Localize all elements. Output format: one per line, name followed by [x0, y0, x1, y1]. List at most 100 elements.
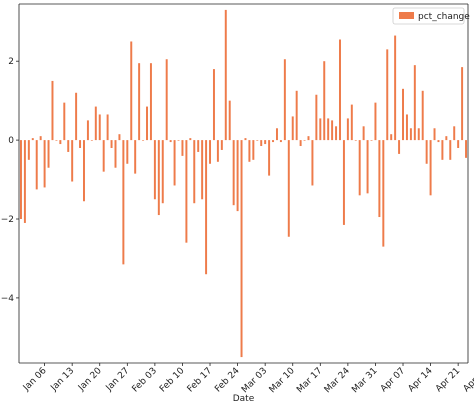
- bar: [201, 140, 204, 200]
- bar: [142, 140, 145, 141]
- bar: [358, 140, 361, 196]
- bar: [63, 102, 66, 141]
- bar: [47, 140, 50, 168]
- bar: [181, 140, 184, 156]
- x-tick-label: Jan 13: [49, 366, 77, 394]
- x-tick-label: Apr 07: [379, 366, 407, 394]
- bar: [260, 140, 263, 147]
- bar: [457, 140, 460, 148]
- bar: [209, 140, 212, 164]
- bar: [205, 140, 208, 275]
- y-tick-label: 0: [8, 136, 14, 146]
- bar: [228, 100, 231, 141]
- legend-label-pct-change: pct_change: [418, 12, 470, 22]
- bar: [79, 140, 82, 148]
- bar: [39, 136, 42, 141]
- bar: [366, 140, 369, 194]
- x-tick-label: Jan 06: [21, 366, 49, 394]
- bar: [370, 140, 373, 141]
- x-tick-label: Jan 20: [76, 366, 104, 394]
- bar: [43, 140, 46, 188]
- bar: [350, 104, 353, 141]
- bar: [173, 140, 176, 186]
- x-tick-label: Mar 31: [350, 366, 379, 395]
- bar: [212, 69, 215, 141]
- bar: [272, 140, 275, 143]
- bar: [248, 140, 251, 162]
- x-tick-label: Feb 10: [158, 366, 187, 395]
- bar: [118, 134, 121, 141]
- x-axis-label: Date: [233, 394, 255, 404]
- bar: [94, 106, 97, 141]
- bar: [71, 140, 74, 182]
- bar: [106, 114, 109, 141]
- bar: [114, 140, 117, 168]
- bar: [421, 90, 424, 141]
- bar: [323, 61, 326, 141]
- bar: [291, 116, 294, 141]
- bar: [67, 140, 70, 152]
- bar: [51, 80, 54, 141]
- bar: [177, 140, 180, 141]
- bar: [331, 120, 334, 141]
- bar: [417, 128, 420, 141]
- y-axis-ticks: −4 −2 0 2: [1, 57, 19, 304]
- x-tick-label: Mar 17: [295, 366, 324, 395]
- x-tick-label: Jan 27: [104, 366, 132, 394]
- bar: [335, 126, 338, 141]
- bar: [390, 134, 393, 141]
- bar: [138, 63, 141, 141]
- bar: [402, 88, 404, 141]
- bar: [185, 140, 188, 243]
- bar: [23, 140, 26, 223]
- bar: [220, 140, 223, 150]
- bar: [75, 92, 78, 141]
- bar: [31, 138, 34, 141]
- bar: [244, 138, 247, 141]
- bar: [165, 59, 168, 141]
- bar: [394, 35, 397, 141]
- bar: [303, 140, 306, 141]
- bar: [90, 140, 93, 141]
- bar-series: [19, 9, 468, 358]
- bar: [161, 140, 164, 204]
- bar: [236, 140, 239, 212]
- bar: [252, 140, 255, 160]
- bar: [55, 140, 58, 141]
- bar: [465, 140, 468, 158]
- bar: [354, 140, 357, 141]
- bar: [157, 140, 160, 216]
- bar: [122, 140, 125, 265]
- bar: [413, 65, 416, 141]
- bar: [445, 136, 448, 141]
- x-tick-label: Feb 17: [186, 366, 214, 394]
- bar: [299, 140, 302, 147]
- bar: [197, 140, 200, 152]
- bar: [319, 118, 322, 141]
- bar: [378, 140, 381, 218]
- bar: [437, 140, 440, 143]
- bar: [362, 126, 365, 141]
- y-tick-label: −2: [1, 215, 14, 225]
- bar: [382, 140, 385, 247]
- x-tick-label: Mar 03: [240, 366, 269, 395]
- bar: [256, 140, 259, 141]
- bar: [130, 41, 133, 141]
- bar: [153, 140, 156, 200]
- bar: [146, 106, 148, 141]
- x-tick-label: Mar 24: [323, 366, 352, 395]
- bar: [433, 128, 436, 141]
- x-tick-label: Feb 24: [213, 366, 242, 395]
- bar: [374, 102, 377, 141]
- bar: [59, 140, 62, 145]
- bar: [327, 118, 330, 141]
- bar: [405, 114, 408, 141]
- bar: [453, 126, 456, 141]
- bar: [441, 140, 444, 160]
- x-axis-ticks: Jan 06 Jan 13 Jan 20 Jan 27 Feb 03 Feb 10 Feb …: [21, 363, 474, 395]
- bar: [264, 140, 267, 145]
- bar: [86, 120, 89, 141]
- bar: [224, 9, 227, 141]
- bar: [386, 49, 389, 141]
